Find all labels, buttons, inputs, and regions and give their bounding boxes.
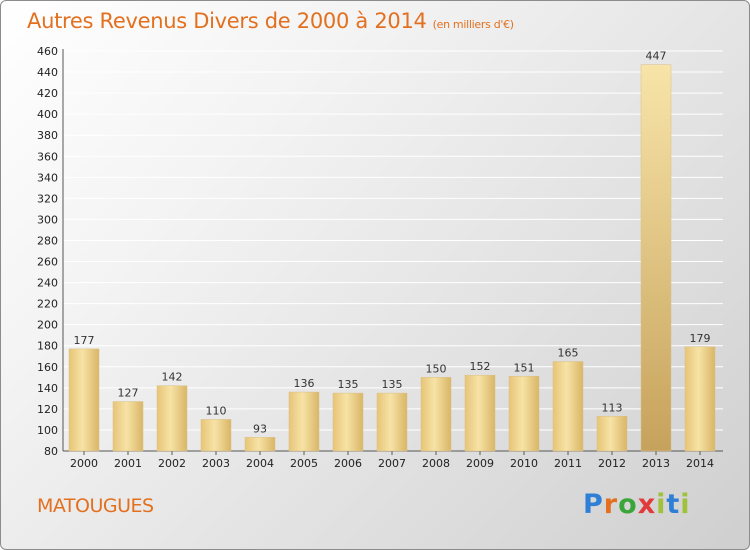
- bar: [112, 401, 144, 452]
- y-tick-label: 180: [37, 340, 58, 353]
- x-tick-label: 2002: [158, 457, 186, 470]
- bar: [156, 385, 188, 452]
- x-tick-label: 2006: [334, 457, 362, 470]
- x-tick-label: 2003: [202, 457, 230, 470]
- logo-letter: x: [637, 489, 657, 520]
- y-tick-label: 160: [37, 361, 58, 374]
- data-label: 152: [470, 360, 491, 373]
- data-label: 135: [338, 378, 359, 391]
- data-label: 113: [602, 401, 623, 414]
- data-label: 179: [690, 332, 711, 345]
- data-label: 136: [294, 377, 315, 390]
- x-tick-label: 2001: [114, 457, 142, 470]
- y-tick-label: 220: [37, 298, 58, 311]
- y-tick-label: 80: [44, 445, 58, 458]
- bar: [68, 348, 100, 452]
- y-tick-label: 320: [37, 192, 58, 205]
- y-tick-label: 360: [37, 150, 58, 163]
- logo-letter: t: [666, 489, 681, 520]
- bar: [684, 346, 716, 452]
- x-tick-label: 2004: [246, 457, 274, 470]
- y-tick-label: 240: [37, 277, 58, 290]
- data-label: 150: [426, 362, 447, 375]
- y-tick-label: 280: [37, 234, 58, 247]
- bar: [596, 416, 628, 452]
- bar: [420, 377, 452, 452]
- bars: [68, 64, 716, 452]
- logo-letter: i: [656, 489, 667, 520]
- data-label: 142: [162, 371, 183, 384]
- chart-title: Autres Revenus Divers de 2000 à 2014 (en …: [27, 9, 514, 33]
- bar: [508, 376, 540, 452]
- y-tick-label: 120: [37, 403, 58, 416]
- bar: [552, 361, 584, 452]
- x-tick-label: 2009: [466, 457, 494, 470]
- y-tick-label: 100: [37, 424, 58, 437]
- x-tick-label: 2008: [422, 457, 450, 470]
- x-tick-label: 2007: [378, 457, 406, 470]
- logo-letter: o: [618, 489, 638, 520]
- location-name: MATOUGUES: [37, 495, 154, 517]
- bar: [244, 437, 276, 452]
- y-tick-label: 380: [37, 129, 58, 142]
- x-tick-label: 2005: [290, 457, 318, 470]
- logo-letter: P: [583, 489, 604, 520]
- data-label: 447: [646, 50, 667, 63]
- y-tick-label: 460: [37, 45, 58, 58]
- data-label: 110: [206, 404, 227, 417]
- y-tick-label: 260: [37, 256, 58, 269]
- data-label: 93: [253, 422, 267, 435]
- bar: [640, 64, 672, 452]
- bar: [464, 374, 496, 452]
- bar: [200, 419, 232, 452]
- x-tick-label: 2013: [642, 457, 670, 470]
- bar: [332, 392, 364, 452]
- chart-title-text: Autres Revenus Divers de 2000 à 2014: [27, 9, 427, 33]
- y-tick-label: 140: [37, 382, 58, 395]
- y-tick-label: 440: [37, 66, 58, 79]
- bar: [288, 391, 320, 452]
- bar: [376, 392, 408, 452]
- x-tick-label: 2010: [510, 457, 538, 470]
- chart-subtitle: (en milliers d'€): [432, 18, 514, 31]
- y-tick-label: 300: [37, 213, 58, 226]
- data-label: 165: [558, 347, 579, 360]
- logo-letter: i: [680, 489, 691, 520]
- data-label: 151: [514, 361, 535, 374]
- y-tick-label: 400: [37, 108, 58, 121]
- proxiti-logo: Proxiti: [583, 489, 691, 520]
- data-label: 177: [74, 334, 95, 347]
- x-tick-label: 2011: [554, 457, 582, 470]
- y-tick-label: 200: [37, 319, 58, 332]
- y-tick-label: 340: [37, 171, 58, 184]
- x-tick-label: 2000: [70, 457, 98, 470]
- logo-letter: r: [603, 489, 619, 520]
- labels: 80 100 120 140 160 180 200 220 240 260 280 300 320 34…: [37, 45, 714, 470]
- x-tick-label: 2014: [686, 457, 714, 470]
- x-tick-label: 2012: [598, 457, 626, 470]
- y-tick-label: 420: [37, 87, 58, 100]
- data-label: 135: [382, 378, 403, 391]
- data-label: 127: [118, 387, 139, 400]
